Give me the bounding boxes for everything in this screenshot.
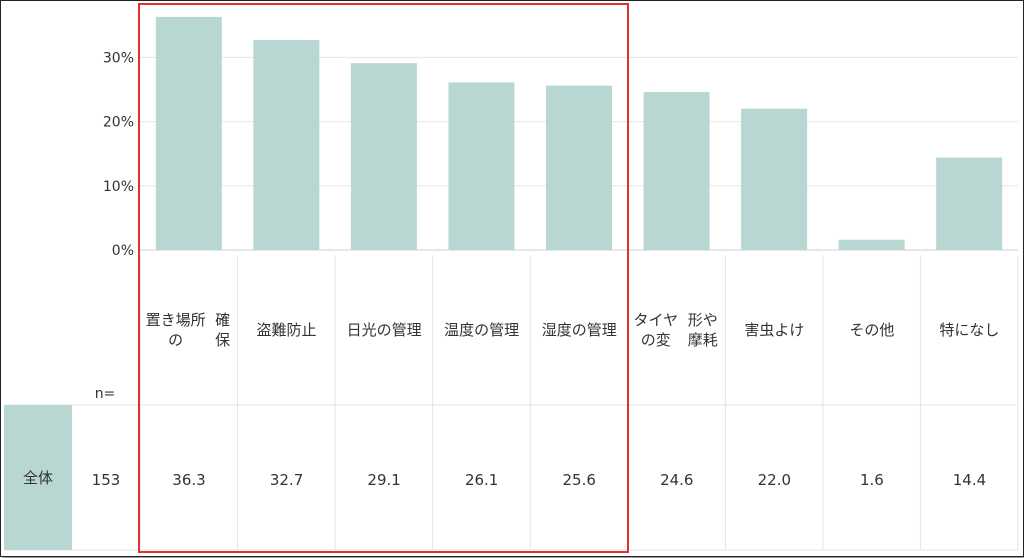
category-label: 盗難防止 (238, 255, 336, 405)
category-label-line: 確保 (215, 311, 231, 349)
category-label: 特になし (920, 255, 1018, 405)
category-label-line: 害虫よけ (744, 321, 805, 339)
y-tick-label: 10% (103, 179, 134, 195)
bar (253, 40, 320, 250)
value-cell: 24.6 (660, 471, 694, 489)
category-label: 湿度の管理 (530, 255, 628, 405)
category-label-line: 形や摩耗 (687, 311, 718, 349)
bar (546, 85, 612, 250)
value-cell: 36.3 (172, 471, 206, 489)
category-label-line: 特になし (939, 321, 1000, 339)
bar (643, 92, 710, 250)
value-cell: 25.6 (562, 471, 596, 489)
bar (936, 157, 1003, 250)
category-label: 温度の管理 (433, 255, 531, 405)
bar (350, 63, 417, 250)
category-label-line: 置き場所の (145, 311, 206, 349)
value-cell: 1.6 (859, 471, 884, 489)
value-cell: 22.0 (757, 471, 792, 489)
y-tick-label: 30% (103, 50, 134, 66)
n-value-cell: 153 (91, 471, 121, 489)
bar (741, 108, 808, 250)
category-label: 置き場所の 確保 (140, 255, 238, 405)
value-cell: 29.1 (367, 471, 401, 489)
category-label-line: 温度の管理 (444, 321, 520, 339)
y-tick-label: 20% (103, 115, 134, 131)
category-label-line: 盗難防止 (256, 321, 317, 339)
bar (448, 82, 515, 251)
category-label-line: 湿度の管理 (541, 321, 617, 339)
category-label: 日光の管理 (335, 255, 433, 405)
value-cell: 32.7 (269, 471, 304, 489)
category-label-line: 日光の管理 (346, 321, 422, 339)
total-row-label: 全体 (4, 405, 72, 550)
category-label: タイヤの変 形や摩耗 (628, 255, 726, 405)
value-cell: 14.4 (952, 471, 987, 489)
category-label-line: タイヤの変 (633, 311, 679, 349)
bar (838, 239, 905, 250)
bar (155, 16, 222, 251)
n-header: n= (94, 386, 116, 402)
category-label: 害虫よけ (725, 255, 823, 405)
value-cell: 26.1 (464, 471, 499, 489)
y-tick-label: 0% (112, 243, 134, 259)
category-label: その他 (823, 255, 921, 405)
category-label-line: その他 (849, 321, 895, 339)
